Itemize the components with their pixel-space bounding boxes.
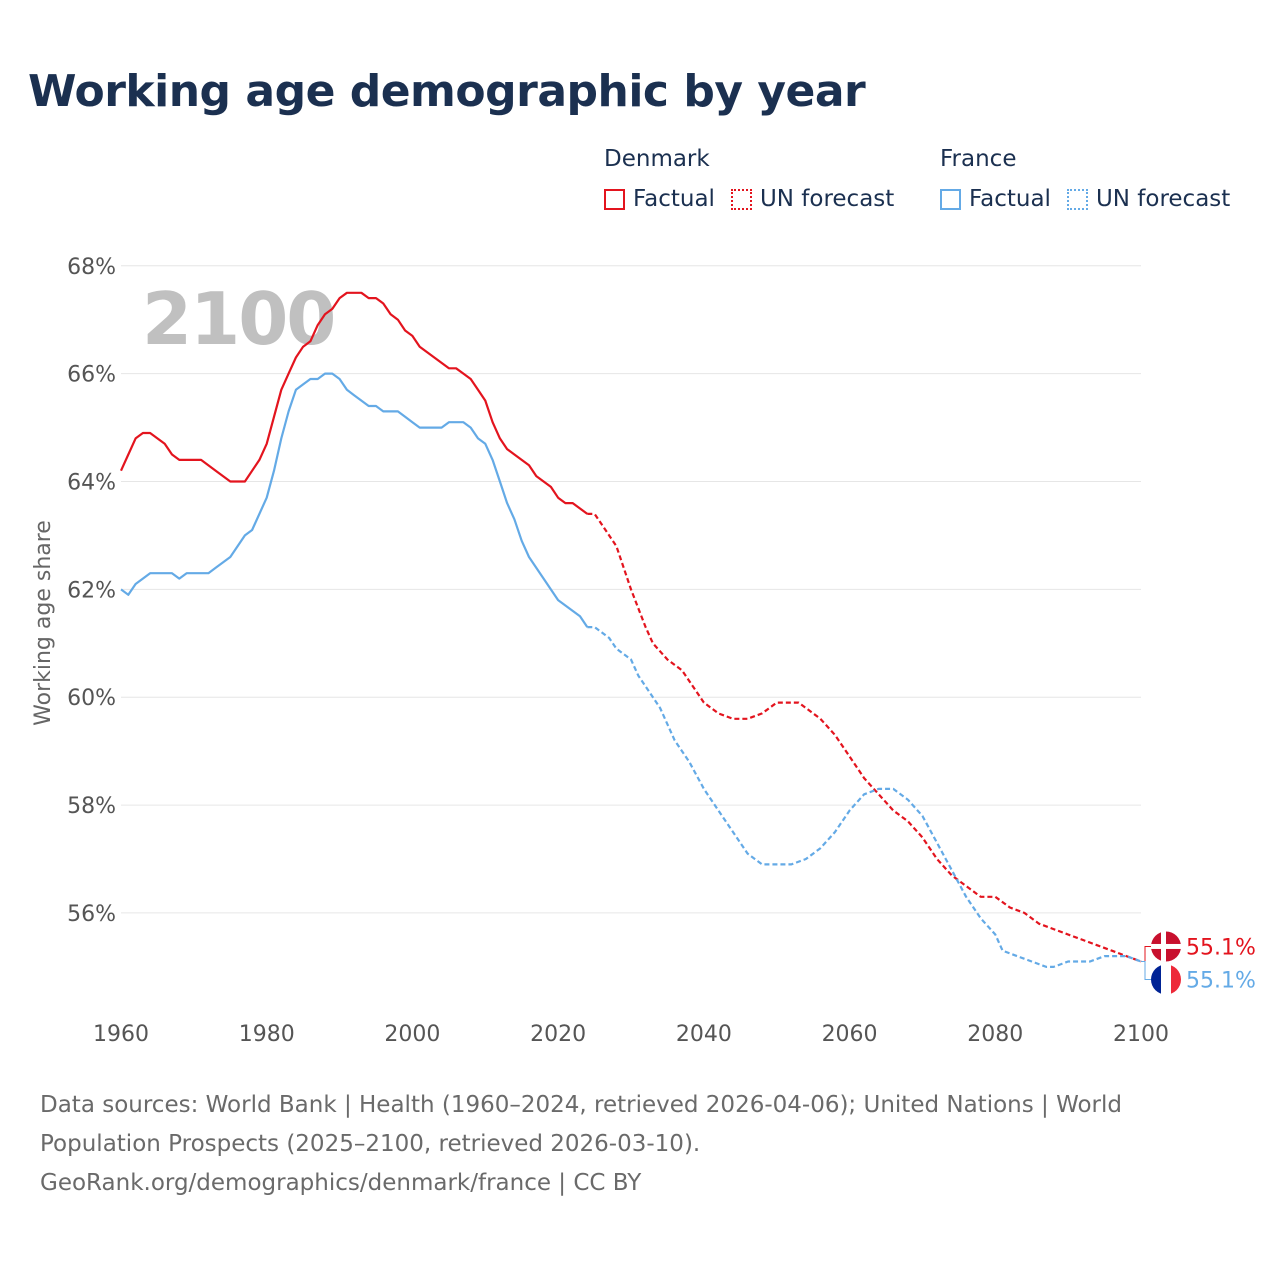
end-label-denmark: 55.1% (1186, 935, 1256, 960)
y-tick-label: 58% (67, 794, 116, 819)
france-flag-icon (1151, 964, 1181, 995)
x-tick-label: 2060 (822, 1022, 878, 1047)
footer-sources-line-1: Data sources: World Bank | Health (1960–… (40, 1092, 1122, 1118)
y-axis-label: Working age share (31, 520, 56, 726)
legend-swatch-france-forecast (1066, 188, 1088, 210)
denmark-factual-line (119, 291, 588, 515)
footer-sources-line-2: Population Prospects (2025–2100, retriev… (40, 1131, 701, 1157)
legend-item-france-forecast[interactable]: UN forecast (1066, 186, 1231, 212)
legend-label-france-forecast: UN forecast (1095, 186, 1231, 212)
y-tick-label: 68% (67, 255, 116, 280)
end-connector-denmark (1141, 945, 1151, 962)
x-tick-label: 2040 (676, 1022, 732, 1047)
end-connector-france (1141, 960, 1151, 980)
x-tick-label: 2020 (530, 1022, 586, 1047)
legend-swatch-denmark-factual (604, 188, 625, 210)
y-tick-label: 64% (67, 471, 116, 496)
y-tick-label: 66% (67, 363, 116, 388)
x-tick-label: 1980 (239, 1022, 295, 1047)
legend-item-denmark-forecast[interactable]: UN forecast (730, 186, 895, 212)
legend-label-france-factual: Factual (969, 186, 1051, 212)
legend-group-france: France Factual UN forecast (940, 144, 1246, 212)
end-markers: 55.1% 55.1% (1141, 931, 1256, 995)
end-label-france: 55.1% (1186, 968, 1256, 993)
legend-group-denmark: Denmark Factual UN forecast (604, 144, 910, 212)
legend-country-denmark: Denmark (604, 146, 710, 172)
y-tick-label: 60% (67, 686, 116, 711)
y-tick-label: 56% (67, 902, 116, 927)
legend-swatch-france-factual (940, 188, 961, 210)
chart-series (119, 291, 1142, 968)
legend-label-denmark-factual: Factual (633, 186, 715, 212)
footer-attribution: GeoRank.org/demographics/denmark/france … (40, 1170, 642, 1196)
legend-country-france: France (940, 146, 1017, 172)
france-forecast-line (587, 626, 1142, 968)
year-watermark: 2100 (142, 277, 334, 361)
x-axis-ticks: 1960 1980 2000 2020 2040 2060 2080 2100 (93, 1022, 1169, 1047)
chart-footer: Data sources: World Bank | Health (1960–… (40, 1086, 1240, 1203)
x-tick-label: 1960 (93, 1022, 149, 1047)
x-tick-label: 2080 (967, 1022, 1023, 1047)
x-tick-label: 2000 (384, 1022, 440, 1047)
y-tick-label: 62% (67, 578, 116, 603)
france-factual-line (120, 372, 589, 628)
x-tick-label: 2100 (1113, 1022, 1169, 1047)
denmark-flag-icon (1151, 931, 1181, 962)
legend-item-denmark-factual[interactable]: Factual (604, 186, 715, 212)
y-axis-ticks: 56% 58% 60% 62% 64% 66% 68% (67, 255, 116, 927)
chart-title: Working age demographic by year (28, 66, 866, 117)
legend-label-denmark-forecast: UN forecast (759, 186, 895, 212)
chart-gridlines (121, 265, 1141, 914)
legend-swatch-denmark-forecast (730, 188, 752, 210)
denmark-forecast-line (587, 512, 1142, 963)
legend-item-france-factual[interactable]: Factual (940, 186, 1051, 212)
